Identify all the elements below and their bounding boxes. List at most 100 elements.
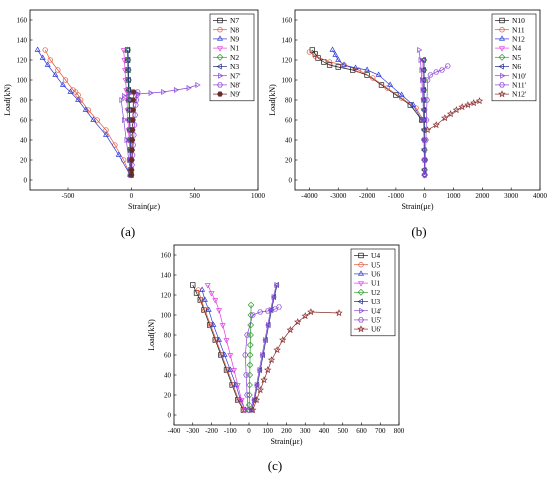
series-line: [427, 100, 480, 131]
data-point: [260, 351, 266, 359]
data-point: [128, 167, 135, 173]
legend-marker: [357, 325, 365, 333]
chart-panel-b: -4000 -3000 -2000 -1000 0 1000 2000 3000 4000 0 20…: [268, 9, 548, 211]
data-point: [59, 81, 66, 87]
y-tick-label: 140: [17, 37, 28, 45]
data-point: [232, 381, 239, 387]
data-point: [215, 308, 223, 314]
legend-marker: [498, 90, 506, 98]
data-point: [312, 53, 318, 59]
legend-marker: [358, 252, 364, 259]
data-point: [173, 86, 180, 94]
x-tick-label: 4000: [533, 192, 548, 200]
data-point: [421, 96, 427, 104]
data-point: [246, 391, 253, 399]
data-point: [234, 383, 241, 389]
x-tick-label: 0: [423, 192, 427, 200]
data-point: [130, 89, 137, 95]
data-point: [34, 46, 41, 52]
y-axis-label: Load(kN): [268, 84, 277, 116]
y-tick-label: 60: [285, 117, 293, 125]
chart-panel-c: -400 -300 -200 -100 0 100 200 300 400 500 600 700 80…: [147, 244, 405, 446]
x-tick-label: 1000: [447, 192, 462, 200]
y-tick-label: 0: [168, 412, 172, 420]
data-point: [420, 66, 426, 74]
data-point: [236, 397, 242, 403]
data-point: [212, 298, 219, 304]
series-N9: [34, 46, 134, 177]
data-point: [227, 353, 234, 359]
data-point: [246, 341, 254, 349]
y-tick-label: 160: [282, 17, 293, 25]
legend-marker: [216, 35, 224, 41]
x-tick-label: 0: [247, 427, 251, 435]
data-point: [254, 381, 261, 389]
data-point: [257, 366, 263, 374]
series-line: [244, 306, 280, 411]
data-point: [120, 48, 127, 54]
data-point: [148, 89, 154, 97]
data-point: [424, 97, 430, 103]
data-point: [186, 84, 192, 92]
y-tick-label: 60: [164, 352, 172, 360]
data-point: [266, 321, 272, 329]
data-point: [221, 351, 228, 357]
y-tick-label: 40: [285, 137, 293, 145]
data-point: [370, 75, 376, 81]
series-line: [130, 91, 134, 176]
data-point: [264, 366, 272, 374]
data-point: [39, 54, 46, 60]
data-point: [256, 386, 264, 394]
legend-label: N8': [230, 81, 241, 90]
series-U1: [204, 283, 249, 414]
series-line: [198, 289, 245, 411]
data-point: [67, 88, 74, 94]
data-point: [247, 321, 255, 329]
y-tick-label: 40: [164, 372, 172, 380]
data-point: [421, 156, 427, 164]
data-point: [130, 132, 137, 138]
data-point: [274, 281, 280, 289]
legend-label: N12: [512, 35, 525, 44]
legend-label: N9': [230, 90, 241, 99]
data-point: [122, 92, 128, 100]
data-point: [375, 71, 382, 77]
data-point: [387, 81, 394, 87]
y-axis-label: Load(kN): [147, 319, 156, 351]
series-line: [252, 311, 340, 411]
data-point: [421, 172, 428, 178]
data-point: [273, 346, 281, 354]
legend-label: N8: [230, 25, 239, 34]
y-tick-label: 140: [282, 37, 293, 45]
data-point: [249, 406, 257, 414]
legend-label: N11: [512, 25, 525, 34]
data-point: [129, 152, 136, 158]
legend-marker: [216, 63, 222, 70]
y-tick-label: 120: [161, 292, 172, 300]
data-point: [122, 116, 128, 124]
legend-marker: [216, 46, 224, 52]
data-point: [424, 77, 431, 83]
x-tick-label: -300: [186, 427, 199, 435]
data-point: [102, 131, 110, 137]
y-tick-label: 120: [17, 57, 28, 65]
x-tick-label: -3000: [330, 192, 347, 200]
data-point: [263, 336, 269, 344]
data-point: [42, 47, 48, 53]
y-tick-label: 80: [164, 332, 172, 340]
y-tick-label: 140: [161, 272, 172, 280]
x-axis-label: Strain(με): [270, 437, 302, 446]
data-point: [378, 82, 385, 88]
data-point: [364, 66, 370, 72]
legend-label: N3: [230, 62, 239, 71]
data-point: [124, 56, 131, 64]
legend-label: N12': [512, 90, 527, 99]
data-point: [340, 61, 348, 67]
legend-marker: [499, 17, 505, 24]
data-point: [279, 336, 287, 344]
legend-label: U5: [371, 260, 380, 269]
data-point: [420, 56, 426, 64]
y-tick-label: 20: [164, 392, 172, 400]
